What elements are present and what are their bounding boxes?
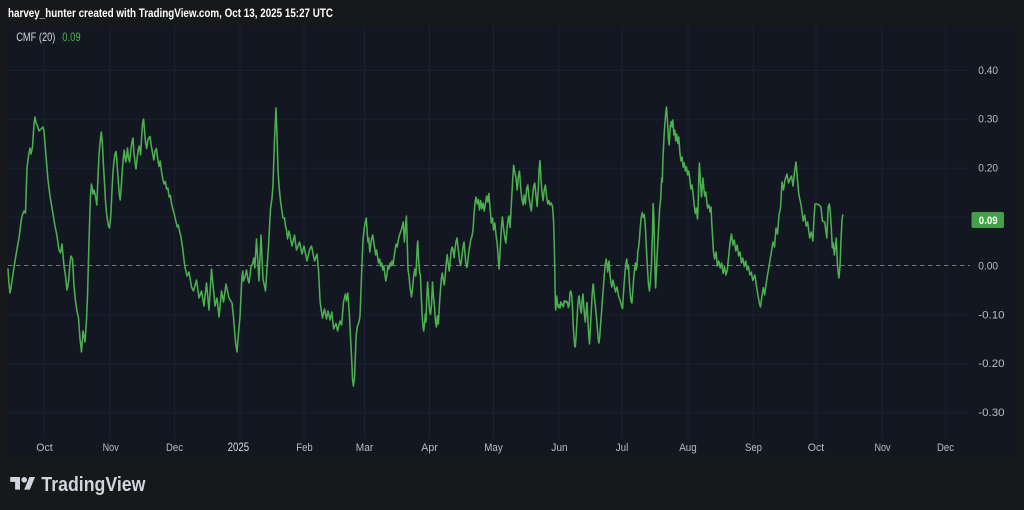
svg-text:Nov: Nov <box>103 442 120 454</box>
svg-text:Apr: Apr <box>421 442 438 454</box>
svg-text:Oct: Oct <box>36 442 53 454</box>
svg-text:Oct: Oct <box>808 442 825 454</box>
svg-text:2025: 2025 <box>228 440 250 454</box>
svg-text:-0.10: -0.10 <box>978 309 1004 321</box>
svg-text:0.00: 0.00 <box>978 260 998 272</box>
svg-text:0.09: 0.09 <box>62 30 81 44</box>
svg-text:CMF (20): CMF (20) <box>16 30 55 44</box>
svg-text:Sep: Sep <box>745 442 762 454</box>
svg-text:Dec: Dec <box>166 442 183 454</box>
svg-text:Jun: Jun <box>551 442 568 454</box>
svg-text:May: May <box>484 442 503 454</box>
svg-text:-0.20: -0.20 <box>978 358 1004 370</box>
svg-text:TradingView: TradingView <box>41 474 145 496</box>
svg-text:-0.30: -0.30 <box>978 407 1004 419</box>
svg-text:Nov: Nov <box>874 442 891 454</box>
svg-text:0.09: 0.09 <box>979 215 998 227</box>
svg-text:Jul: Jul <box>616 442 629 454</box>
svg-text:Feb: Feb <box>296 442 313 454</box>
svg-text:0.30: 0.30 <box>978 114 998 126</box>
svg-text:0.40: 0.40 <box>978 65 998 77</box>
svg-text:Aug: Aug <box>679 442 697 454</box>
svg-text:harvey_hunter created with Tra: harvey_hunter created with TradingView.c… <box>8 6 333 20</box>
svg-text:Dec: Dec <box>937 442 954 454</box>
svg-text:0.20: 0.20 <box>978 163 998 175</box>
svg-text:Mar: Mar <box>356 442 374 454</box>
